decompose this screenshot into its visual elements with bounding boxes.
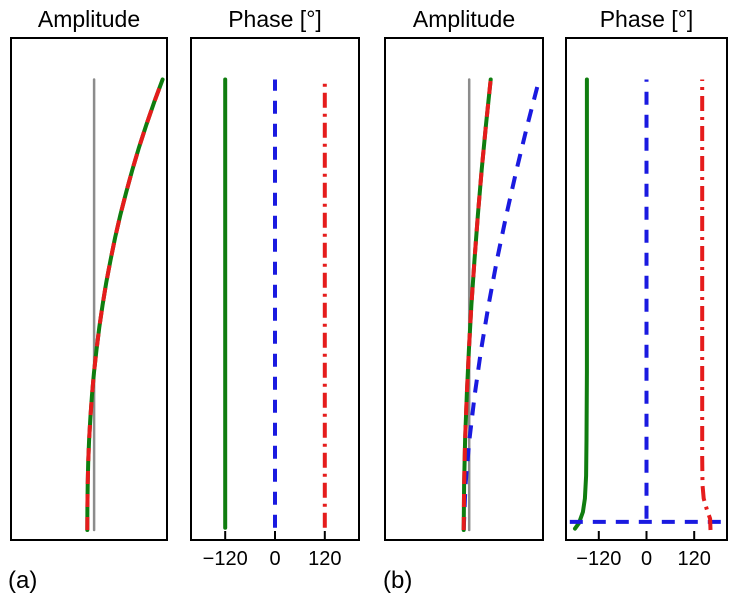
- phase-green-solid: [573, 77, 589, 531]
- amplitude-blue-dashed: [461, 78, 542, 531]
- panel-title-b-amplitude: Amplitude: [412, 6, 516, 32]
- phase-red-dashdot: [700, 79, 713, 531]
- amplitude-red-dashed: [461, 79, 493, 531]
- panel-title-a-amplitude: Amplitude: [37, 6, 141, 32]
- x-tick-label: 0: [640, 548, 653, 570]
- b-phase-plot: [569, 77, 724, 539]
- panel-a-phase: [190, 37, 360, 541]
- b-amplitude-plot: [461, 77, 542, 532]
- x-tick-label: 120: [308, 548, 342, 570]
- x-tick-label: −120: [576, 548, 622, 570]
- a-amplitude-plot: [85, 77, 165, 532]
- amplitude-green-solid: [85, 77, 165, 532]
- x-tick-label: 0: [269, 548, 281, 570]
- panel-b-phase: [565, 37, 728, 541]
- panel-title-a-phase: Phase [°]: [228, 6, 322, 32]
- panel-title-b-phase: Phase [°]: [599, 6, 694, 32]
- a-phase-plot: [223, 77, 327, 539]
- x-tick-label: 120: [677, 548, 711, 570]
- panel-b-amplitude: [384, 37, 544, 541]
- panel-a-amplitude: [10, 37, 168, 541]
- amplitude-red-dashed: [85, 78, 165, 531]
- amplitude-green-solid: [461, 77, 493, 532]
- x-tick-label: −120: [202, 548, 248, 570]
- subfigure-label-a: (a): [8, 567, 38, 594]
- subfigure-label-b: (b): [383, 567, 413, 594]
